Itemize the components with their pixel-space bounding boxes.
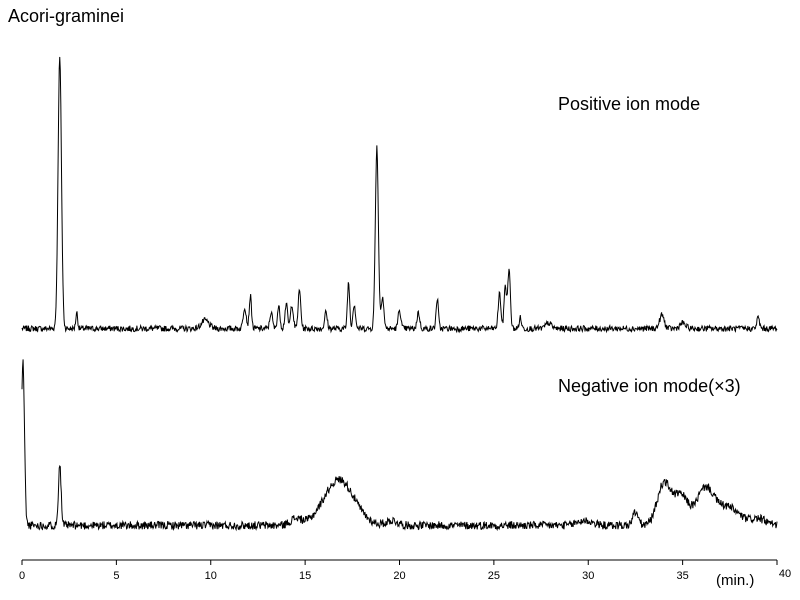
x-tick-label: 35 [677,570,689,582]
negative-series-label: Negative ion mode(×3) [558,376,741,396]
x-tick-label: 10 [205,570,217,582]
x-tick-label: 25 [488,570,500,582]
positive-series-label: Positive ion mode [558,94,700,114]
x-tick-label: 30 [582,570,594,582]
x-tick-label: 40 [779,568,791,580]
x-axis-ticks: 0 5 10 15 20 25 30 35 40 [19,560,791,582]
x-tick-label: 20 [393,570,405,582]
x-axis-unit-label: (min.) [716,572,754,589]
positive-ion-trace [21,56,778,334]
negative-ion-trace [21,359,778,532]
x-tick-label: 5 [113,570,119,582]
x-tick-label: 15 [299,570,311,582]
x-tick-label: 0 [19,570,25,582]
chart-title: Acori-graminei [8,6,124,26]
